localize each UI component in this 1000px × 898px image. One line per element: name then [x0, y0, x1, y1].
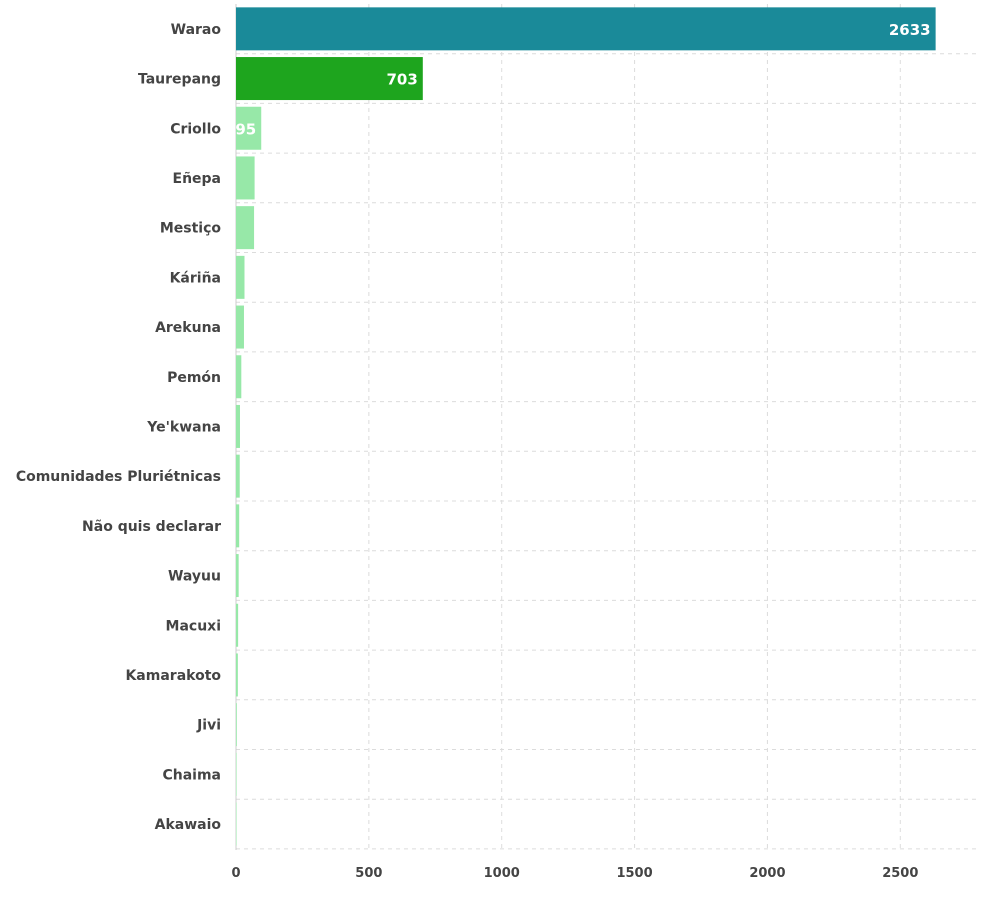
category-label: Chaima [162, 767, 221, 783]
category-label: Taurepang [138, 72, 221, 88]
x-tick-label: 500 [355, 866, 382, 881]
x-tick-label: 2500 [882, 866, 918, 881]
category-label: Pemón [167, 370, 221, 386]
category-label: Criollo [170, 121, 221, 137]
x-tick-label: 2000 [749, 866, 785, 881]
category-label: Kamarakoto [125, 668, 221, 684]
bar [236, 106, 262, 150]
bar [236, 703, 237, 747]
grid-lines [235, 4, 980, 850]
bar [236, 554, 239, 598]
bar [236, 504, 240, 548]
bars [236, 7, 936, 846]
bar [236, 454, 240, 498]
bar [236, 255, 245, 299]
bar [236, 752, 237, 796]
bar [236, 653, 238, 697]
category-label: Káriña [170, 270, 221, 286]
category-label: Comunidades Pluriétnicas [16, 469, 221, 485]
x-axis-ticks: 0 500 1000 1500 2000 2500 [231, 866, 918, 881]
data-labels: 2633 703 95 [235, 21, 930, 138]
data-label: 95 [235, 120, 256, 138]
category-label: Eñepa [173, 171, 222, 187]
category-label: Mestiço [160, 221, 222, 237]
category-label: Ye'kwana [146, 419, 221, 435]
bar [236, 404, 240, 448]
bar [236, 305, 244, 349]
category-label: Jivi [196, 718, 221, 734]
x-tick-label: 1000 [484, 866, 520, 881]
bar [236, 802, 237, 846]
bar [236, 156, 255, 200]
x-tick-label: 0 [231, 866, 240, 881]
category-label: Macuxi [166, 618, 221, 634]
data-label: 2633 [889, 21, 931, 39]
bar [236, 603, 239, 647]
category-labels: Warao Taurepang Criollo Eñepa Mestiço Káriña A… [16, 22, 222, 833]
bar [236, 7, 936, 51]
bar [236, 355, 242, 399]
category-label: Akawaio [155, 817, 222, 833]
category-label: Warao [171, 22, 222, 38]
category-label: Wayuu [168, 569, 221, 585]
data-label: 703 [386, 71, 417, 89]
bar [236, 57, 423, 101]
category-label: Não quis declarar [82, 519, 221, 535]
category-label: Arekuna [155, 320, 221, 336]
bar [236, 206, 255, 250]
x-tick-label: 1500 [616, 866, 652, 881]
